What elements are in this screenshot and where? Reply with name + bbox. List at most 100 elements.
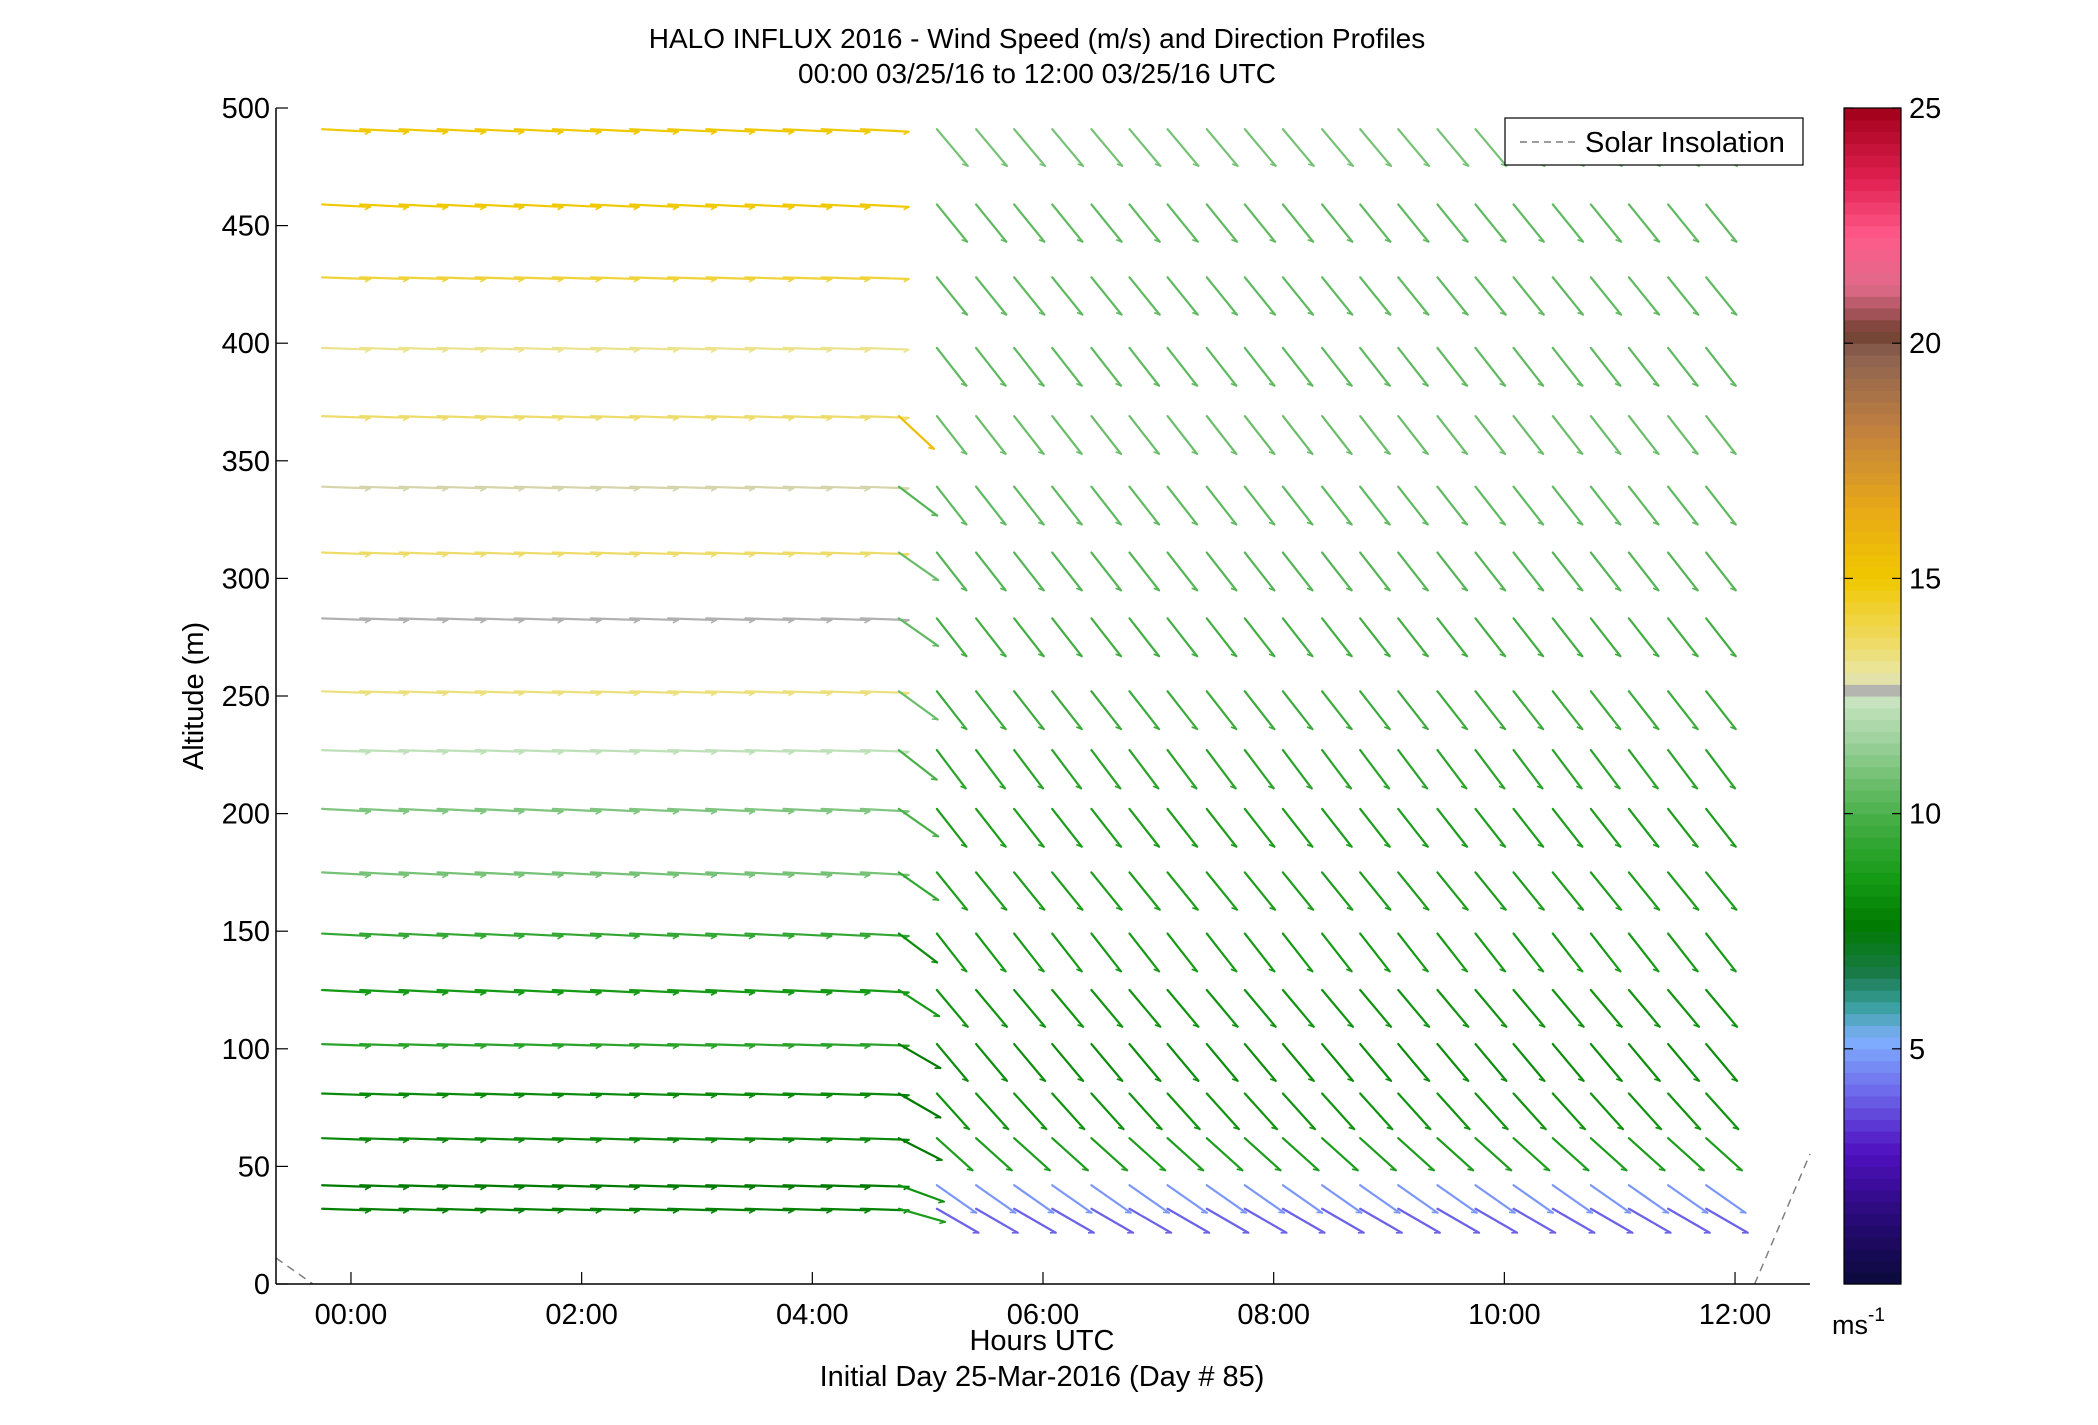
wind-barb [1090, 748, 1122, 790]
wind-barb-tip [1615, 1024, 1622, 1028]
wind-barb-tip [1462, 1078, 1469, 1082]
wind-barb-tip [787, 348, 794, 354]
colorbar-cell [1844, 519, 1901, 532]
wind-barb-tip [1043, 1168, 1050, 1172]
wind-barb [398, 1137, 449, 1141]
wind-barb-tip [364, 348, 371, 354]
wind-barb [975, 1092, 1010, 1131]
wind-barb-tip [517, 991, 524, 996]
wind-barb [551, 346, 602, 351]
wind-barb [436, 276, 487, 281]
wind-barb-tip [931, 961, 938, 964]
colorbar-cell [1844, 625, 1901, 638]
wind-barb [744, 485, 795, 490]
wind-barb [1589, 1207, 1634, 1234]
x-axis-label: Hours UTC [969, 1325, 1114, 1357]
wind-barb-tip [595, 417, 602, 422]
wind-barb [897, 690, 939, 721]
wind-barb [1205, 1207, 1250, 1234]
wind-barb [820, 871, 871, 877]
wind-barb [1128, 807, 1161, 848]
wind-barb [1166, 1184, 1208, 1214]
wind-barb-tip [1576, 843, 1583, 848]
wind-barb-tip [1652, 843, 1659, 848]
wind-barb [1512, 988, 1546, 1028]
wind-barb-tip [710, 130, 717, 136]
wind-barb [1397, 932, 1429, 973]
wind-barb [1436, 551, 1469, 592]
y-tick-label: 150 [222, 916, 270, 948]
wind-barb [935, 276, 969, 316]
wind-barb [667, 932, 718, 938]
wind-barb [1474, 485, 1507, 526]
wind-barb [1166, 1042, 1200, 1082]
wind-barb [589, 551, 640, 556]
wind-barb-tip [633, 751, 640, 756]
colorbar-cell [1844, 1213, 1901, 1226]
wind-barb-tip [441, 417, 448, 422]
wind-barb-tip [787, 619, 794, 624]
wind-barb-tip [825, 1186, 832, 1191]
colorbar-cell [1844, 696, 1901, 709]
legend: Solar Insolation [1504, 117, 1804, 166]
wind-barb [1436, 485, 1469, 526]
wind-barb-tip [1422, 653, 1429, 657]
wind-barb [1281, 1137, 1320, 1172]
wind-barb [744, 1042, 795, 1047]
wind-barb-tip [441, 1094, 448, 1099]
wind-barb [1551, 415, 1584, 456]
wind-barb [1166, 748, 1198, 790]
wind-barb-tip [364, 1209, 371, 1214]
wind-barb [1281, 690, 1314, 731]
wind-barb [1551, 932, 1584, 973]
wind-barb-tip [825, 206, 832, 211]
wind-barb [1166, 807, 1199, 848]
wind-barb-tip [1693, 1078, 1700, 1082]
wind-barb [1627, 346, 1660, 387]
wind-barb [1512, 346, 1545, 387]
wind-barb [1705, 1137, 1743, 1172]
wind-barb [1359, 807, 1391, 848]
wind-barb-tip [960, 653, 967, 657]
wind-barb [1090, 871, 1123, 911]
wind-barb [1667, 415, 1699, 456]
wind-barb [782, 1092, 833, 1097]
wind-barb [321, 1184, 372, 1188]
wind-barb [1128, 871, 1161, 911]
wind-barb [1166, 1137, 1205, 1172]
wind-barb [1512, 551, 1545, 592]
wind-barb [551, 1207, 602, 1212]
wind-barb-tip [402, 417, 409, 422]
wind-barb [1436, 1137, 1475, 1172]
wind-barb-tip [1230, 451, 1237, 455]
wind-barb-tip [595, 935, 602, 940]
wind-barb-tip [518, 553, 524, 558]
wind-barb [705, 415, 756, 419]
wind-barb-tip [1153, 587, 1160, 592]
wind-barb [1205, 988, 1239, 1028]
wind-barb-tip [1345, 451, 1352, 455]
wind-barb [820, 807, 871, 813]
wind-barb [1359, 1207, 1403, 1234]
wind-barb [1090, 1207, 1135, 1234]
colorbar-cell [1844, 413, 1901, 427]
wind-barb-tip [441, 751, 448, 756]
wind-barb-tip [1577, 311, 1584, 316]
wind-barb [1205, 1137, 1244, 1172]
wind-barb-tip [1192, 163, 1199, 167]
wind-barb [1013, 1207, 1057, 1234]
wind-barb-tip [1231, 311, 1238, 316]
wind-barb-tip [1117, 1126, 1124, 1130]
wind-barb-tip [787, 487, 794, 492]
wind-barb-tip [1652, 785, 1659, 790]
wind-barb [1090, 1184, 1132, 1214]
wind-barb [1205, 1042, 1239, 1082]
wind-barb [628, 551, 680, 556]
wind-barb [1512, 415, 1545, 456]
wind-barb [705, 276, 756, 281]
wind-barb [1627, 203, 1661, 243]
wind-barb [744, 871, 795, 877]
wind-barb [1474, 690, 1507, 731]
colorbar-cell [1844, 284, 1901, 297]
